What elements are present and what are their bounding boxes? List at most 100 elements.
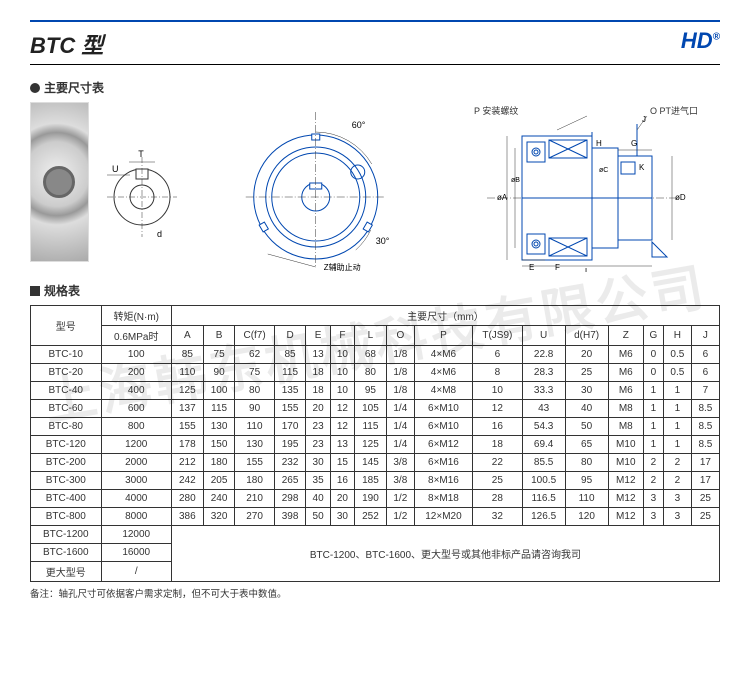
cell-torque: 12000: [101, 526, 171, 544]
cell-value: 2: [663, 472, 691, 490]
sub-rule: [30, 64, 720, 65]
cell-value: 155: [171, 418, 203, 436]
cell-value: 1: [663, 418, 691, 436]
cell-value: 170: [274, 418, 306, 436]
cell-value: 50: [565, 418, 608, 436]
cell-value: 115: [203, 400, 235, 418]
cell-torque: /: [101, 562, 171, 582]
cell-value: 10: [473, 382, 523, 400]
cell-value: 8: [473, 364, 523, 382]
cell-value: 120: [565, 508, 608, 526]
cell-model: BTC-120: [31, 436, 102, 454]
cell-value: M10: [608, 454, 643, 472]
cell-torque: 16000: [101, 544, 171, 562]
cell-value: 1/2: [386, 490, 414, 508]
cell-value: 32: [473, 508, 523, 526]
cell-value: 80: [235, 382, 274, 400]
svg-text:60°: 60°: [351, 120, 365, 130]
cell-value: 205: [203, 472, 235, 490]
col-G: G: [644, 326, 664, 346]
cell-value: 180: [235, 472, 274, 490]
cell-value: 2: [644, 454, 664, 472]
table-row: BTC-400400028024021029840201901/28×M1828…: [31, 490, 720, 508]
product-photo: [30, 102, 89, 262]
cell-value: 7: [691, 382, 719, 400]
svg-text:øA: øA: [497, 193, 508, 202]
col-C: C(f7): [235, 326, 274, 346]
cell-value: 69.4: [522, 436, 565, 454]
cell-value: 22: [473, 454, 523, 472]
cell-value: 17: [691, 472, 719, 490]
cell-model: BTC-300: [31, 472, 102, 490]
cell-value: 1: [663, 436, 691, 454]
col-model: 型号: [31, 306, 102, 346]
cell-value: 386: [171, 508, 203, 526]
cell-value: 8.5: [691, 418, 719, 436]
cell-value: 0.5: [663, 364, 691, 382]
cell-value: 6×M16: [414, 454, 472, 472]
svg-text:H: H: [596, 139, 602, 148]
table-row: BTC-120120017815013019523131251/46×M1218…: [31, 436, 720, 454]
section-view-diagram: P 安装螺纹 O PT进气口: [444, 102, 720, 272]
cell-value: 110: [235, 418, 274, 436]
cell-value: 3: [663, 508, 691, 526]
col-Z: Z: [608, 326, 643, 346]
cell-value: 125: [355, 436, 387, 454]
svg-text:øB: øB: [511, 177, 520, 184]
cell-value: 4×M6: [414, 346, 472, 364]
cell-value: 20: [330, 490, 354, 508]
cell-value: 30: [565, 382, 608, 400]
col-L: L: [355, 326, 387, 346]
cell-value: 100: [203, 382, 235, 400]
cell-value: 12: [473, 400, 523, 418]
cell-torque: 3000: [101, 472, 171, 490]
cell-model: BTC-10: [31, 346, 102, 364]
cell-value: 1/4: [386, 436, 414, 454]
cell-torque: 1200: [101, 436, 171, 454]
cell-value: 10: [330, 382, 354, 400]
top-rule: [30, 20, 720, 22]
cell-model: BTC-40: [31, 382, 102, 400]
page-title: BTC 型: [30, 28, 103, 60]
cell-torque: 200: [101, 364, 171, 382]
cell-value: 126.5: [522, 508, 565, 526]
cell-value: 155: [274, 400, 306, 418]
cell-value: 95: [565, 472, 608, 490]
cell-value: 232: [274, 454, 306, 472]
cell-model: BTC-1200: [31, 526, 102, 544]
col-dims: 主要尺寸（mm）: [171, 306, 719, 326]
cell-value: 16: [473, 418, 523, 436]
cell-value: 178: [171, 436, 203, 454]
cell-value: 20: [306, 400, 330, 418]
cell-value: 3: [663, 490, 691, 508]
cell-value: 398: [274, 508, 306, 526]
cell-torque: 400: [101, 382, 171, 400]
cell-torque: 4000: [101, 490, 171, 508]
cell-value: 6: [691, 364, 719, 382]
cell-value: 18: [306, 382, 330, 400]
cell-value: 90: [235, 400, 274, 418]
cell-value: 3/8: [386, 454, 414, 472]
cell-value: 8.5: [691, 400, 719, 418]
cell-value: 6×M10: [414, 400, 472, 418]
svg-text:F: F: [555, 263, 560, 272]
cell-value: 115: [355, 418, 387, 436]
cell-value: 110: [171, 364, 203, 382]
cell-value: 1/8: [386, 382, 414, 400]
col-T: T(JS9): [473, 326, 523, 346]
cell-value: 8.5: [691, 436, 719, 454]
col-F: F: [330, 326, 354, 346]
cell-value: 40: [306, 490, 330, 508]
cell-torque: 600: [101, 400, 171, 418]
cell-value: 33.3: [522, 382, 565, 400]
cell-torque: 2000: [101, 454, 171, 472]
cell-value: 8×M16: [414, 472, 472, 490]
cell-value: 150: [203, 436, 235, 454]
col-D: D: [274, 326, 306, 346]
cell-value: 1: [663, 400, 691, 418]
svg-text:30°: 30°: [375, 236, 389, 246]
cell-value: 155: [235, 454, 274, 472]
table-row: BTC-2020011090751151810801/84×M6828.325M…: [31, 364, 720, 382]
cell-value: 1: [644, 418, 664, 436]
cell-model: BTC-200: [31, 454, 102, 472]
